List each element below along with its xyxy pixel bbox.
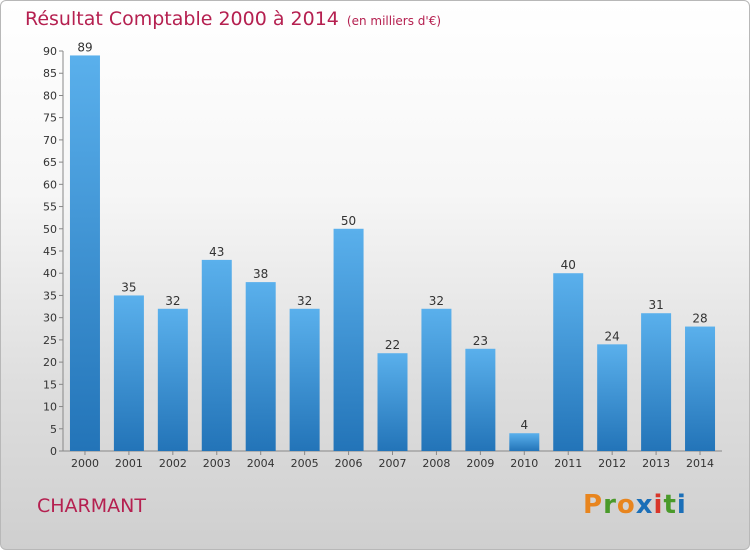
data-label: 32 <box>297 294 312 308</box>
y-tick-label: 25 <box>43 334 57 347</box>
y-tick-label: 15 <box>43 378 57 391</box>
y-tick-label: 75 <box>43 112 57 125</box>
chart-title: Résultat Comptable 2000 à 2014 (en millie… <box>25 8 441 30</box>
x-tick-label: 2008 <box>422 457 450 470</box>
data-label: 35 <box>121 280 136 294</box>
x-tick-label: 2009 <box>466 457 494 470</box>
bar <box>597 344 628 451</box>
bar <box>377 353 408 451</box>
x-tick-label: 2003 <box>203 457 231 470</box>
logo-letter: o <box>616 490 636 520</box>
y-tick-label: 45 <box>43 245 57 258</box>
x-tick-label: 2001 <box>115 457 143 470</box>
y-tick-label: 65 <box>43 156 57 169</box>
data-label: 31 <box>648 298 663 312</box>
bar <box>509 433 540 451</box>
x-tick-label: 2013 <box>642 457 670 470</box>
logo-letter: x <box>635 490 654 520</box>
logo-letter: P <box>583 490 604 520</box>
bar <box>685 326 716 451</box>
chart-title-text: Résultat Comptable 2000 à 2014 <box>25 8 339 30</box>
x-tick-label: 2011 <box>554 457 582 470</box>
bar <box>465 348 496 451</box>
y-tick-label: 0 <box>50 445 57 458</box>
y-tick-label: 70 <box>43 134 57 147</box>
y-tick-label: 55 <box>43 201 57 214</box>
y-tick-label: 50 <box>43 223 57 236</box>
x-tick-label: 2002 <box>159 457 187 470</box>
y-tick-label: 30 <box>43 312 57 325</box>
logo-letter: t <box>663 490 677 520</box>
place-name: CHARMANT <box>37 495 146 517</box>
y-tick-label: 35 <box>43 289 57 302</box>
bar <box>245 282 276 451</box>
data-label: 22 <box>385 338 400 352</box>
x-tick-label: 2014 <box>686 457 714 470</box>
data-label: 28 <box>692 312 707 326</box>
bar <box>553 273 584 451</box>
bar <box>421 308 452 451</box>
bar <box>69 55 100 451</box>
bar <box>201 259 232 451</box>
y-tick-label: 60 <box>43 178 57 191</box>
logo-letter: r <box>603 490 617 520</box>
data-label: 43 <box>209 245 224 259</box>
y-tick-label: 80 <box>43 89 57 102</box>
x-tick-label: 2007 <box>379 457 407 470</box>
y-tick-label: 85 <box>43 67 57 80</box>
data-label: 23 <box>473 334 488 348</box>
x-tick-label: 2000 <box>71 457 99 470</box>
bar <box>289 308 320 451</box>
chart-subtitle: (en milliers d'€) <box>346 14 442 28</box>
x-tick-label: 2004 <box>247 457 275 470</box>
data-label: 50 <box>341 214 356 228</box>
logo-letter: i <box>676 490 687 520</box>
data-label: 32 <box>429 294 444 308</box>
data-label: 89 <box>77 40 92 54</box>
data-label: 32 <box>165 294 180 308</box>
bar <box>333 228 364 451</box>
bar <box>641 313 672 451</box>
y-tick-label: 10 <box>43 401 57 414</box>
data-label: 24 <box>605 329 620 343</box>
proxiti-logo: Proxiti <box>583 490 687 520</box>
data-label: 40 <box>561 258 576 272</box>
data-label: 4 <box>520 418 528 432</box>
y-tick-label: 90 <box>43 45 57 58</box>
bar <box>113 295 144 451</box>
x-tick-label: 2012 <box>598 457 626 470</box>
y-tick-label: 5 <box>50 423 57 436</box>
y-tick-label: 20 <box>43 356 57 369</box>
x-tick-label: 2006 <box>335 457 363 470</box>
x-tick-label: 2005 <box>291 457 319 470</box>
y-tick-label: 40 <box>43 267 57 280</box>
logo-letter: i <box>653 490 664 520</box>
data-label: 38 <box>253 267 268 281</box>
x-tick-label: 2010 <box>510 457 538 470</box>
bar <box>157 308 188 451</box>
